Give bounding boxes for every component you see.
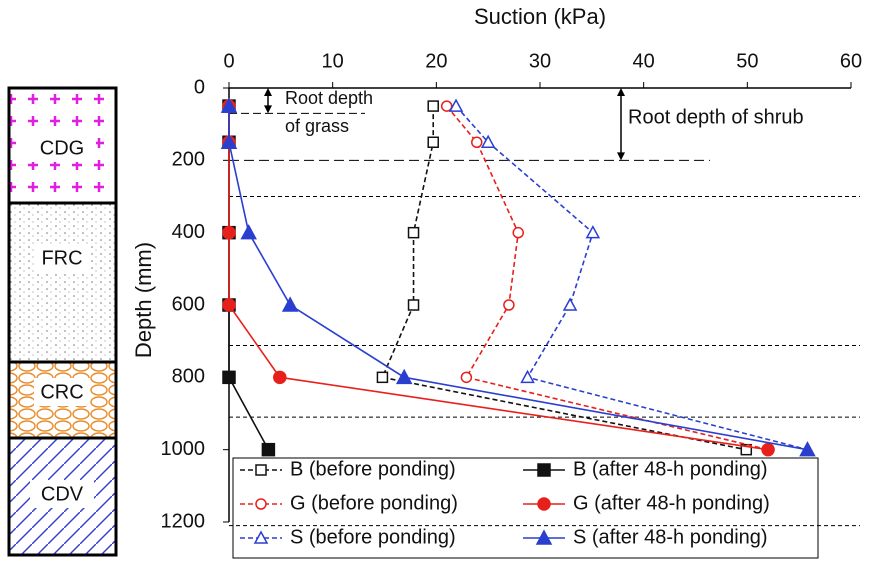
x-tick-label: 10 bbox=[322, 50, 344, 72]
legend-label: G (before ponding) bbox=[290, 492, 458, 514]
marker bbox=[520, 369, 535, 384]
marker bbox=[261, 442, 276, 457]
legend-marker bbox=[537, 497, 551, 511]
x-tick-label: 20 bbox=[425, 50, 447, 72]
legend-label: S (after 48-h ponding) bbox=[573, 526, 768, 548]
series-line bbox=[455, 105, 808, 451]
marker bbox=[220, 97, 238, 113]
marker bbox=[585, 225, 601, 239]
series-line bbox=[228, 106, 270, 451]
series-line bbox=[446, 105, 769, 451]
y-tick-label: 800 bbox=[172, 366, 205, 388]
legend-label: B (after 48-h ponding) bbox=[573, 458, 768, 480]
x-tick-label: 40 bbox=[633, 50, 655, 72]
x-tick-label: 60 bbox=[840, 50, 862, 72]
series-line bbox=[228, 106, 769, 451]
marker bbox=[281, 296, 299, 312]
annotation: of grass bbox=[285, 116, 349, 136]
legend-marker bbox=[537, 463, 551, 477]
legend-label: G (after 48-h ponding) bbox=[573, 492, 770, 514]
legend-marker bbox=[535, 529, 553, 545]
marker bbox=[220, 133, 238, 149]
chart-title: Suction (kPa) bbox=[474, 4, 606, 29]
label-bg bbox=[30, 480, 94, 508]
grass-root-arrow-head bbox=[264, 88, 272, 114]
legend-marker bbox=[253, 530, 269, 544]
marker bbox=[471, 136, 483, 148]
marker bbox=[448, 98, 464, 112]
legend-label: S (before ponding) bbox=[290, 526, 456, 548]
layer-label: CDV bbox=[41, 483, 84, 505]
layer-label: CRC bbox=[40, 381, 83, 403]
marker bbox=[240, 224, 257, 240]
x-tick-label: 0 bbox=[223, 50, 234, 72]
y-tick-label: 400 bbox=[172, 221, 205, 243]
legend-marker bbox=[255, 498, 267, 510]
label-bg bbox=[28, 134, 96, 162]
marker bbox=[222, 298, 236, 312]
marker bbox=[799, 441, 816, 457]
marker bbox=[222, 370, 236, 385]
x-tick-label: 50 bbox=[736, 50, 758, 72]
y-tick-label: 600 bbox=[172, 293, 205, 315]
marker bbox=[273, 370, 287, 385]
label-bg bbox=[34, 378, 90, 406]
marker bbox=[512, 226, 524, 239]
layer-frc bbox=[7, 201, 118, 364]
legend bbox=[232, 457, 819, 559]
marker bbox=[740, 443, 753, 456]
legend-label: B (before ponding) bbox=[290, 458, 456, 480]
layer-label: CDG bbox=[40, 137, 84, 159]
y-axis-label: Depth (mm) bbox=[131, 242, 156, 358]
marker bbox=[407, 226, 420, 239]
series-line bbox=[381, 106, 747, 451]
label-bg bbox=[34, 244, 90, 272]
marker bbox=[395, 368, 413, 385]
soil-column: CDG FRC CRC CDV bbox=[7, 86, 118, 557]
x-tick-label: 30 bbox=[529, 50, 551, 72]
annotation: Root depth of shrub bbox=[628, 106, 804, 128]
y-tick-label: 1200 bbox=[161, 510, 206, 532]
marker bbox=[761, 442, 775, 457]
marker bbox=[440, 100, 453, 112]
marker bbox=[427, 136, 439, 148]
marker bbox=[427, 100, 439, 112]
legend-marker bbox=[255, 464, 267, 476]
y-tick-label: 0 bbox=[194, 76, 205, 98]
marker bbox=[222, 225, 236, 240]
marker bbox=[480, 134, 496, 148]
marker bbox=[407, 299, 420, 311]
marker bbox=[503, 299, 515, 311]
y-tick-label: 200 bbox=[172, 149, 205, 171]
shrub-root-arrow-head bbox=[617, 88, 625, 161]
marker bbox=[460, 371, 473, 384]
y-tick-label: 1000 bbox=[161, 438, 206, 460]
marker bbox=[376, 371, 389, 384]
layer-label: FRC bbox=[41, 247, 82, 269]
annotation: Root depth bbox=[285, 88, 373, 108]
marker bbox=[562, 297, 578, 311]
series-line bbox=[228, 106, 808, 451]
